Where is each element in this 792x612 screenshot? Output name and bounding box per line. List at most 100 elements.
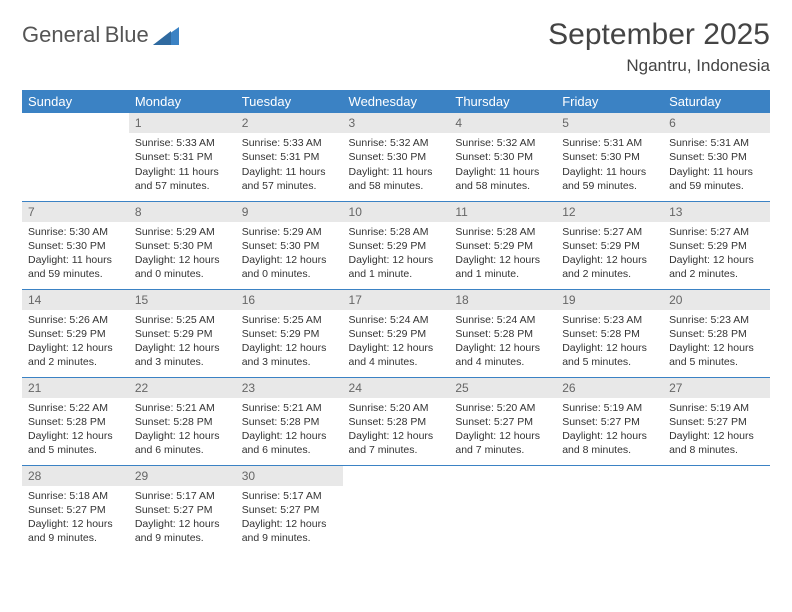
day-number: 5 [556, 113, 663, 133]
calendar-cell: 3Sunrise: 5:32 AMSunset: 5:30 PMDaylight… [343, 113, 450, 201]
day-number: 13 [663, 202, 770, 222]
dayname-saturday: Saturday [663, 90, 770, 113]
day-content: Sunrise: 5:30 AMSunset: 5:30 PMDaylight:… [22, 222, 129, 288]
day-number: 25 [449, 378, 556, 398]
day-content: Sunrise: 5:32 AMSunset: 5:30 PMDaylight:… [449, 133, 556, 199]
logo: General Blue [22, 22, 179, 48]
day-number: 15 [129, 290, 236, 310]
calendar-cell: 13Sunrise: 5:27 AMSunset: 5:29 PMDayligh… [663, 201, 770, 289]
day-content: Sunrise: 5:17 AMSunset: 5:27 PMDaylight:… [236, 486, 343, 552]
day-number: 27 [663, 378, 770, 398]
day-number: 20 [663, 290, 770, 310]
calendar-cell: 26Sunrise: 5:19 AMSunset: 5:27 PMDayligh… [556, 377, 663, 465]
day-number: 11 [449, 202, 556, 222]
calendar-cell: 25Sunrise: 5:20 AMSunset: 5:27 PMDayligh… [449, 377, 556, 465]
calendar-cell: 12Sunrise: 5:27 AMSunset: 5:29 PMDayligh… [556, 201, 663, 289]
calendar-cell: 24Sunrise: 5:20 AMSunset: 5:28 PMDayligh… [343, 377, 450, 465]
calendar-cell: 20Sunrise: 5:23 AMSunset: 5:28 PMDayligh… [663, 289, 770, 377]
day-content: Sunrise: 5:25 AMSunset: 5:29 PMDaylight:… [129, 310, 236, 376]
day-content: Sunrise: 5:23 AMSunset: 5:28 PMDaylight:… [556, 310, 663, 376]
calendar-cell: .. [556, 465, 663, 553]
calendar-cell: .. [663, 465, 770, 553]
logo-word2: Blue [105, 22, 149, 47]
month-title: September 2025 [548, 18, 770, 52]
calendar-cell: 23Sunrise: 5:21 AMSunset: 5:28 PMDayligh… [236, 377, 343, 465]
dayname-tuesday: Tuesday [236, 90, 343, 113]
day-content: Sunrise: 5:27 AMSunset: 5:29 PMDaylight:… [663, 222, 770, 288]
calendar-cell: .. [22, 113, 129, 201]
day-number: 23 [236, 378, 343, 398]
day-content: Sunrise: 5:33 AMSunset: 5:31 PMDaylight:… [236, 133, 343, 199]
dayname-thursday: Thursday [449, 90, 556, 113]
calendar-cell: .. [343, 465, 450, 553]
calendar-cell: 28Sunrise: 5:18 AMSunset: 5:27 PMDayligh… [22, 465, 129, 553]
day-number: 1 [129, 113, 236, 133]
day-content: Sunrise: 5:21 AMSunset: 5:28 PMDaylight:… [129, 398, 236, 464]
calendar-cell: 8Sunrise: 5:29 AMSunset: 5:30 PMDaylight… [129, 201, 236, 289]
calendar-cell: 19Sunrise: 5:23 AMSunset: 5:28 PMDayligh… [556, 289, 663, 377]
day-number: 12 [556, 202, 663, 222]
day-number: 3 [343, 113, 450, 133]
day-number: 9 [236, 202, 343, 222]
calendar-cell: 14Sunrise: 5:26 AMSunset: 5:29 PMDayligh… [22, 289, 129, 377]
day-content: Sunrise: 5:31 AMSunset: 5:30 PMDaylight:… [663, 133, 770, 199]
day-content: Sunrise: 5:24 AMSunset: 5:29 PMDaylight:… [343, 310, 450, 376]
calendar-cell: 10Sunrise: 5:28 AMSunset: 5:29 PMDayligh… [343, 201, 450, 289]
calendar-cell: 22Sunrise: 5:21 AMSunset: 5:28 PMDayligh… [129, 377, 236, 465]
calendar-cell: 15Sunrise: 5:25 AMSunset: 5:29 PMDayligh… [129, 289, 236, 377]
calendar-cell: 5Sunrise: 5:31 AMSunset: 5:30 PMDaylight… [556, 113, 663, 201]
calendar-cell: 2Sunrise: 5:33 AMSunset: 5:31 PMDaylight… [236, 113, 343, 201]
title-block: September 2025 Ngantru, Indonesia [548, 18, 770, 76]
day-number: 2 [236, 113, 343, 133]
calendar-cell: 1Sunrise: 5:33 AMSunset: 5:31 PMDaylight… [129, 113, 236, 201]
calendar-cell: .. [449, 465, 556, 553]
day-content: Sunrise: 5:31 AMSunset: 5:30 PMDaylight:… [556, 133, 663, 199]
day-content: Sunrise: 5:24 AMSunset: 5:28 PMDaylight:… [449, 310, 556, 376]
day-content: Sunrise: 5:19 AMSunset: 5:27 PMDaylight:… [556, 398, 663, 464]
calendar-table: SundayMondayTuesdayWednesdayThursdayFrid… [22, 90, 770, 553]
calendar-cell: 18Sunrise: 5:24 AMSunset: 5:28 PMDayligh… [449, 289, 556, 377]
day-content: Sunrise: 5:29 AMSunset: 5:30 PMDaylight:… [236, 222, 343, 288]
page-header: General Blue September 2025 Ngantru, Ind… [22, 18, 770, 76]
dayname-friday: Friday [556, 90, 663, 113]
calendar-cell: 9Sunrise: 5:29 AMSunset: 5:30 PMDaylight… [236, 201, 343, 289]
calendar-body: ..1Sunrise: 5:33 AMSunset: 5:31 PMDaylig… [22, 113, 770, 553]
calendar-cell: 16Sunrise: 5:25 AMSunset: 5:29 PMDayligh… [236, 289, 343, 377]
dayname-sunday: Sunday [22, 90, 129, 113]
day-content: Sunrise: 5:20 AMSunset: 5:28 PMDaylight:… [343, 398, 450, 464]
day-number: 14 [22, 290, 129, 310]
day-number: 10 [343, 202, 450, 222]
calendar-cell: 4Sunrise: 5:32 AMSunset: 5:30 PMDaylight… [449, 113, 556, 201]
day-number: 8 [129, 202, 236, 222]
logo-word1: General [22, 22, 100, 47]
day-number: 22 [129, 378, 236, 398]
calendar-row: 21Sunrise: 5:22 AMSunset: 5:28 PMDayligh… [22, 377, 770, 465]
day-number: 19 [556, 290, 663, 310]
logo-triangle-icon [153, 25, 179, 45]
calendar-cell: 17Sunrise: 5:24 AMSunset: 5:29 PMDayligh… [343, 289, 450, 377]
calendar-cell: 6Sunrise: 5:31 AMSunset: 5:30 PMDaylight… [663, 113, 770, 201]
calendar-cell: 27Sunrise: 5:19 AMSunset: 5:27 PMDayligh… [663, 377, 770, 465]
day-content: Sunrise: 5:33 AMSunset: 5:31 PMDaylight:… [129, 133, 236, 199]
day-number: 26 [556, 378, 663, 398]
day-number: 18 [449, 290, 556, 310]
day-content: Sunrise: 5:17 AMSunset: 5:27 PMDaylight:… [129, 486, 236, 552]
calendar-row: 14Sunrise: 5:26 AMSunset: 5:29 PMDayligh… [22, 289, 770, 377]
day-content: Sunrise: 5:18 AMSunset: 5:27 PMDaylight:… [22, 486, 129, 552]
dayname-wednesday: Wednesday [343, 90, 450, 113]
calendar-row: ..1Sunrise: 5:33 AMSunset: 5:31 PMDaylig… [22, 113, 770, 201]
day-content: Sunrise: 5:25 AMSunset: 5:29 PMDaylight:… [236, 310, 343, 376]
day-number: 29 [129, 466, 236, 486]
day-content: Sunrise: 5:27 AMSunset: 5:29 PMDaylight:… [556, 222, 663, 288]
day-content: Sunrise: 5:28 AMSunset: 5:29 PMDaylight:… [343, 222, 450, 288]
day-number: 30 [236, 466, 343, 486]
calendar-cell: 11Sunrise: 5:28 AMSunset: 5:29 PMDayligh… [449, 201, 556, 289]
dayname-monday: Monday [129, 90, 236, 113]
day-number: 16 [236, 290, 343, 310]
day-number: 6 [663, 113, 770, 133]
day-number: 4 [449, 113, 556, 133]
calendar-row: 28Sunrise: 5:18 AMSunset: 5:27 PMDayligh… [22, 465, 770, 553]
day-content: Sunrise: 5:22 AMSunset: 5:28 PMDaylight:… [22, 398, 129, 464]
day-number: 17 [343, 290, 450, 310]
calendar-cell: 21Sunrise: 5:22 AMSunset: 5:28 PMDayligh… [22, 377, 129, 465]
